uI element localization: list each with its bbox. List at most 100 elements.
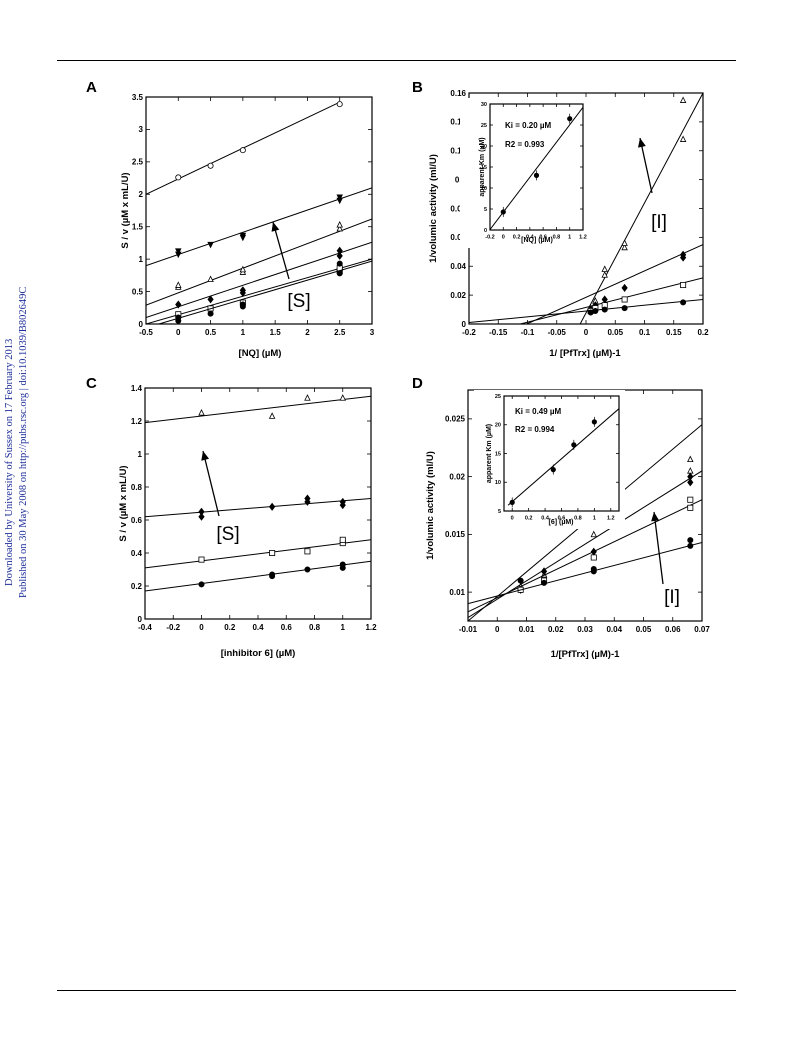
data-point	[571, 442, 577, 448]
y-tick-label: 0.14	[450, 118, 466, 127]
x-tick-label: 0.4	[252, 623, 264, 632]
y-tick-label: 2.5	[132, 158, 144, 167]
y-tick-label: 0.04	[450, 262, 466, 271]
data-point	[339, 497, 346, 506]
data-point	[198, 512, 205, 521]
data-point	[268, 412, 276, 419]
data-point	[336, 224, 343, 232]
trend-arrow	[272, 221, 290, 280]
y-tick-label: 25	[495, 394, 501, 400]
x-tick-label: 0.2	[697, 328, 709, 337]
data-series	[146, 218, 372, 306]
trend-arrow	[653, 511, 664, 585]
data-point	[687, 496, 694, 503]
x-tick-label: 0.03	[577, 625, 593, 634]
trend-arrow	[202, 450, 220, 517]
data-point	[687, 472, 694, 481]
data-point	[239, 147, 246, 154]
x-tick-label: 1.2	[365, 623, 377, 632]
arrow-head	[638, 138, 646, 148]
data-point	[621, 239, 628, 246]
inset-y-axis-label: apparent Km (µM)	[479, 137, 486, 196]
x-tick-label: 1.2	[579, 235, 587, 241]
y-tick-label: 2	[139, 190, 144, 199]
data-point	[336, 246, 343, 255]
data-point	[567, 116, 573, 122]
x-tick-label: 0.05	[636, 625, 652, 634]
x-tick-label: 1	[568, 235, 571, 241]
data-point	[198, 581, 205, 588]
data-series	[469, 298, 703, 324]
y-tick-label: 3	[139, 125, 144, 134]
data-point	[687, 467, 694, 474]
panel-label: A	[86, 79, 97, 96]
fit-line	[146, 241, 372, 318]
inset-x-axis-label: [6] (µM)	[548, 519, 573, 526]
x-tick-label: -0.5	[139, 328, 153, 337]
data-series	[468, 537, 702, 605]
y-tick-label: 0.16	[450, 89, 466, 98]
y-tick-label: 0.5	[132, 287, 144, 296]
data-point	[207, 295, 214, 304]
data-series	[146, 101, 343, 195]
y-tick-label: 10	[481, 186, 487, 192]
y-tick-label: 0.12	[450, 147, 466, 156]
data-point	[198, 556, 205, 563]
data-point	[269, 502, 276, 511]
y-tick-label: 1.4	[131, 384, 143, 393]
data-point	[680, 299, 687, 306]
fit-line	[469, 298, 703, 324]
x-tick-label: 0.6	[281, 623, 293, 632]
data-point	[621, 243, 628, 251]
y-tick-label: 20	[481, 144, 487, 150]
x-tick-label: 0	[502, 235, 505, 241]
x-tick-label: 0.8	[553, 235, 561, 241]
x-tick-label: 0	[199, 623, 204, 632]
data-point	[590, 566, 597, 573]
chart-panel-b: -0.2 -0.15 -0.1 -0.05 0 0.05 0.1 0.15 0.2 0 0.02 0.…	[412, 79, 709, 359]
x-tick-label: 0	[584, 328, 589, 337]
data-point	[590, 530, 598, 538]
x-tick-label: 1.5	[270, 328, 282, 337]
data-series	[579, 93, 703, 324]
data-point	[239, 232, 247, 240]
arrow-head	[271, 222, 280, 232]
fit-line	[145, 539, 371, 569]
y-tick-label: 15	[481, 165, 487, 171]
data-point	[175, 314, 182, 321]
x-tick-label: 2.5	[334, 328, 346, 337]
x-tick-label: 0.04	[606, 625, 622, 634]
data-point	[304, 394, 311, 401]
y-tick-label: 0.06	[450, 233, 466, 242]
data-point	[336, 260, 343, 267]
x-tick-label: 0.8	[574, 516, 582, 522]
x-tick-label: 0	[511, 516, 514, 522]
data-point	[336, 101, 343, 108]
fit-line	[146, 258, 372, 324]
data-point	[336, 221, 343, 228]
x-tick-label: 0.4	[526, 235, 535, 241]
data-series	[146, 187, 372, 267]
x-tick-label: -0.15	[489, 328, 508, 337]
y-tick-label: 1.5	[132, 223, 144, 232]
y-tick-label: 0.02	[450, 291, 466, 300]
data-point	[239, 301, 246, 308]
y-tick-label: 0.015	[445, 530, 466, 539]
inset-x-axis-label: [NQ] (µM)	[521, 237, 553, 244]
y-tick-label: 0.8	[131, 483, 143, 492]
data-point	[336, 251, 343, 260]
concentration-annotation: [I]	[664, 587, 680, 608]
fit-line	[146, 187, 372, 267]
y-tick-label: 5	[484, 207, 487, 213]
inset-y-axis-label: apparent Km (µM)	[486, 424, 493, 483]
x-tick-label: 0	[495, 625, 500, 634]
x-tick-label: 0.2	[525, 516, 533, 522]
data-point	[601, 306, 608, 313]
y-tick-label: 25	[481, 123, 487, 129]
x-axis-label: [inhibitor 6] (µM)	[221, 648, 296, 659]
data-point	[621, 305, 628, 312]
y-tick-label: 0.02	[449, 472, 465, 481]
x-tick-label: 0.06	[665, 625, 681, 634]
x-tick-label: 0.07	[694, 625, 710, 634]
